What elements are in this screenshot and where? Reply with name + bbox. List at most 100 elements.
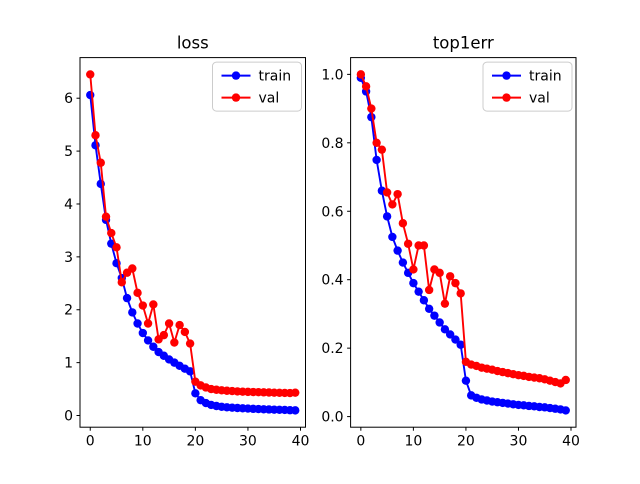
data-point-marker: [435, 268, 444, 278]
data-point-marker: [149, 342, 158, 351]
data-point-marker: [86, 70, 95, 79]
data-point-marker: [398, 258, 408, 267]
data-point-marker: [440, 299, 450, 308]
data-point-marker: [414, 287, 423, 296]
data-point-marker: [403, 239, 413, 248]
data-point-marker: [185, 339, 195, 348]
y-tick-label: 3: [64, 250, 73, 266]
x-tick-label: 0: [86, 434, 95, 450]
legend-marker-train: [231, 71, 241, 80]
x-tick-label: 10: [134, 434, 152, 450]
data-point-marker: [451, 278, 460, 288]
data-point-marker: [91, 131, 100, 140]
legend-marker-val: [502, 93, 511, 102]
data-point-marker: [372, 138, 381, 148]
data-point-marker: [361, 82, 371, 91]
plot-title: top1err: [433, 34, 494, 53]
data-point-marker: [451, 335, 460, 344]
y-tick-label: 0.6: [321, 204, 343, 220]
data-point-marker: [107, 228, 116, 238]
data-point-marker: [170, 338, 179, 347]
data-point-marker: [424, 304, 434, 313]
axes-frame: [350, 57, 577, 428]
y-tick-label: 0.4: [321, 273, 343, 289]
legend: train val: [212, 61, 302, 112]
legend-marker-train: [502, 71, 511, 80]
y-tick-label: 0.8: [321, 136, 343, 152]
y-tick-label: 0: [64, 409, 73, 425]
data-point-marker: [445, 272, 455, 281]
legend: train val: [482, 61, 573, 112]
y-tick-label: 5: [64, 144, 73, 160]
data-point-marker: [388, 232, 397, 242]
data-point-marker: [143, 319, 153, 328]
data-point-marker: [291, 406, 300, 415]
data-point-marker: [419, 241, 429, 250]
data-point-marker: [382, 212, 392, 221]
data-point-marker: [133, 288, 142, 298]
series-markers-val: [86, 70, 300, 398]
subplot-loss: 0 10 20 30 40 0 1 2 3 4 5 6 loss train val: [64, 34, 309, 450]
x-tick-label: 30: [510, 434, 528, 450]
data-point-marker: [138, 301, 148, 310]
data-point-marker: [424, 285, 434, 295]
data-point-marker: [561, 406, 570, 415]
x-tick-label: 20: [457, 434, 475, 450]
data-point-marker: [133, 319, 142, 328]
data-point-marker: [291, 388, 300, 397]
x-tick-label: 0: [356, 434, 365, 450]
legend-label-train: train: [529, 69, 562, 85]
data-point-marker: [128, 308, 137, 317]
data-point-marker: [445, 330, 455, 339]
y-tick-label: 0.2: [321, 341, 343, 357]
plot-title: loss: [177, 34, 209, 53]
data-point-marker: [143, 336, 153, 345]
data-point-marker: [372, 155, 381, 165]
data-point-marker: [393, 246, 402, 255]
data-point-marker: [159, 330, 169, 340]
x-tick-label: 40: [292, 434, 310, 450]
legend-label-val: val: [259, 91, 280, 107]
data-point-marker: [128, 264, 137, 273]
data-point-marker: [112, 243, 121, 252]
data-point-marker: [138, 328, 148, 338]
data-point-marker: [461, 376, 471, 385]
y-tick-label: 2: [64, 303, 73, 319]
series-line-val: [359, 73, 567, 385]
data-point-marker: [180, 327, 190, 337]
data-point-marker: [149, 300, 158, 309]
data-point-marker: [96, 158, 105, 167]
data-point-marker: [419, 296, 429, 305]
data-point-marker: [409, 265, 418, 274]
data-point-marker: [382, 188, 392, 197]
x-tick-label: 20: [186, 434, 204, 450]
data-point-marker: [175, 320, 184, 330]
x-tick-label: 40: [562, 434, 580, 450]
data-point-marker: [440, 325, 450, 334]
data-point-marker: [393, 189, 402, 199]
data-point-marker: [561, 375, 570, 385]
axes-frame: [79, 57, 306, 428]
data-point-marker: [191, 389, 200, 398]
data-point-marker: [409, 278, 418, 288]
y-tick-label: 0.0: [321, 410, 343, 426]
legend-label-train: train: [259, 69, 292, 85]
data-point-marker: [122, 293, 132, 303]
legend-marker-val: [231, 93, 241, 102]
series-markers-val: [356, 70, 570, 388]
data-point-marker: [377, 145, 387, 154]
data-point-marker: [388, 200, 397, 209]
y-tick-label: 1.0: [321, 67, 343, 83]
data-point-marker: [164, 319, 174, 328]
data-point-marker: [456, 340, 465, 349]
data-point-marker: [185, 367, 195, 376]
subplot-top1err: 0 10 20 30 40 0.0 0.2 0.4 0.6 0.8 1.0 top1err train v…: [321, 34, 580, 450]
legend-label-val: val: [529, 91, 550, 107]
y-tick-label: 4: [64, 197, 73, 213]
data-point-marker: [435, 318, 444, 327]
data-point-marker: [101, 212, 111, 221]
data-point-marker: [456, 289, 465, 298]
y-tick-label: 1: [64, 356, 73, 372]
